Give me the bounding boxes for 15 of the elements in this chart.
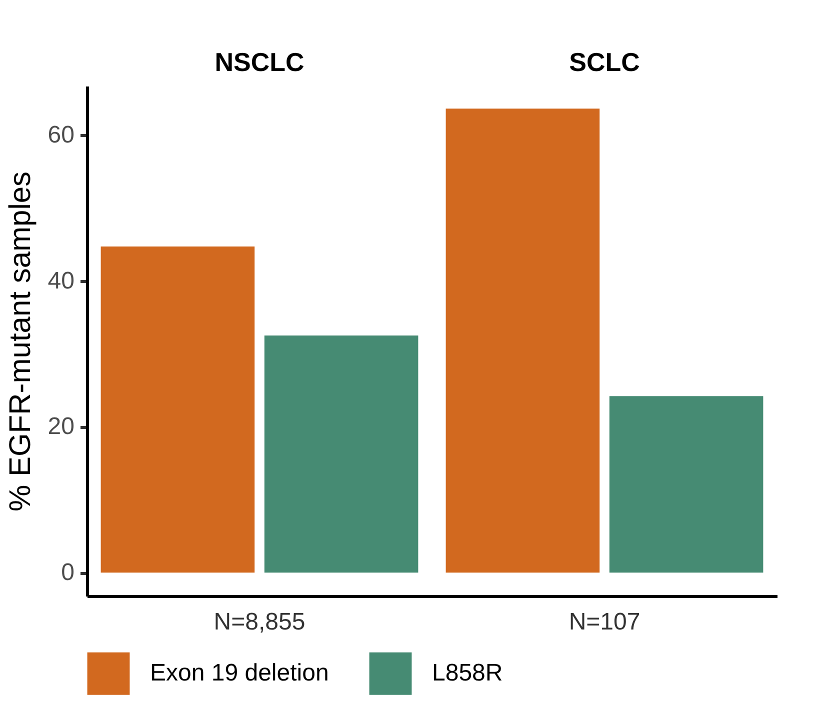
legend-label: L858R [432, 660, 503, 687]
bar [100, 246, 255, 573]
text: SCLC [569, 47, 640, 77]
bar [264, 336, 418, 573]
x-tick-label: N=8,855 [214, 608, 306, 636]
bar [446, 108, 600, 573]
x-tick-label: N=107 [568, 608, 640, 636]
y-tick-label: 60 [48, 121, 74, 148]
y-tick-label: 0 [61, 559, 74, 586]
y-axis-title: % EGFR-mutant samples [4, 171, 37, 512]
legend-label: Exon 19 deletion [150, 660, 329, 687]
bar [609, 396, 764, 573]
text: NSCLC [214, 47, 304, 77]
y-tick-label: 40 [48, 267, 74, 294]
y-tick-label: 20 [48, 413, 74, 440]
